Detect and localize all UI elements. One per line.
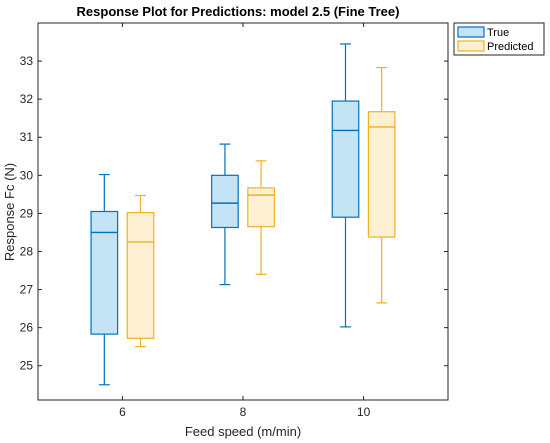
box-true-8 xyxy=(211,143,239,286)
y-tick-label: 29 xyxy=(20,206,34,220)
x-tick-label: 10 xyxy=(357,405,371,419)
interquartile-box xyxy=(126,212,155,339)
interquartile-box xyxy=(367,111,396,238)
box-predicted-10 xyxy=(367,66,396,304)
x-tick-label: 6 xyxy=(119,405,126,419)
legend-swatch-predicted xyxy=(457,40,485,52)
x-tick-label: 8 xyxy=(240,405,247,419)
box-predicted-8 xyxy=(247,160,275,275)
y-tick-label: 28 xyxy=(20,244,34,258)
chart-title: Response Plot for Predictions: model 2.5… xyxy=(77,4,400,19)
y-tick-label: 26 xyxy=(20,321,34,335)
boxes-layer xyxy=(90,43,396,386)
box-true-10 xyxy=(331,43,360,328)
box-predicted-6 xyxy=(126,194,155,348)
interquartile-box xyxy=(211,174,239,229)
y-axis-label: Response Fc (N) xyxy=(2,163,17,261)
interquartile-box xyxy=(247,187,275,228)
y-axis-ticks: 25 26 27 28 29 30 31 32 33 xyxy=(20,54,448,373)
legend: True Predicted xyxy=(453,22,545,56)
y-tick-label: 31 xyxy=(20,130,34,144)
legend-label-predicted: Predicted xyxy=(487,41,533,53)
legend-label-true: True xyxy=(487,27,509,39)
y-tick-label: 33 xyxy=(20,54,34,68)
box-true-6 xyxy=(90,173,119,386)
y-tick-label: 32 xyxy=(20,92,34,106)
legend-swatch-true xyxy=(457,26,485,38)
y-tick-label: 27 xyxy=(20,283,34,297)
interquartile-box xyxy=(90,210,119,335)
interquartile-box xyxy=(331,100,360,218)
y-tick-label: 30 xyxy=(20,168,34,182)
y-tick-label: 25 xyxy=(20,359,34,373)
x-axis-ticks: 6 8 10 xyxy=(119,23,371,419)
x-axis-label: Feed speed (m/min) xyxy=(185,424,301,439)
